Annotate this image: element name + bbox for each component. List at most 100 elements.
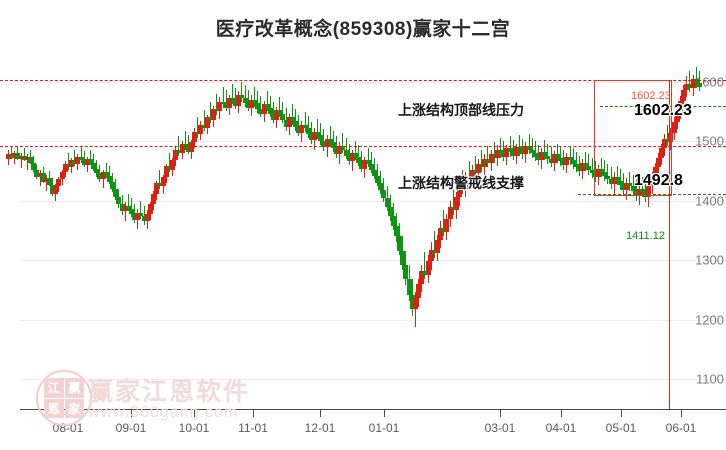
candle-body xyxy=(220,101,226,105)
candle-body xyxy=(381,190,387,199)
candle-body xyxy=(368,163,374,170)
candle-body xyxy=(491,154,497,158)
candle-body xyxy=(485,159,491,163)
candle-wick xyxy=(105,162,107,179)
candle-wick xyxy=(143,205,145,225)
resistance-value-small: 1602.23 xyxy=(631,90,671,102)
candle-wick xyxy=(522,138,524,160)
candle-wick xyxy=(547,143,549,164)
candle-body xyxy=(523,146,529,155)
candle-body xyxy=(274,110,280,120)
candle-wick xyxy=(140,200,142,219)
candle-wick xyxy=(380,171,382,194)
candle-body xyxy=(343,149,349,156)
candle-body xyxy=(450,206,456,211)
candle-body xyxy=(135,212,141,220)
candle-wick xyxy=(563,149,565,170)
candle-body xyxy=(658,148,664,158)
candle-body xyxy=(125,205,131,210)
candle-body xyxy=(469,169,475,181)
candle-body xyxy=(62,163,68,173)
candle-body xyxy=(617,180,623,186)
candle-body xyxy=(53,186,59,194)
warning-line xyxy=(0,145,726,147)
candle-body xyxy=(151,193,157,205)
candle-body xyxy=(302,124,308,129)
plot-area[interactable]: 1600 1500 1400 1300 1200 1100 上涨结构顶部线压力 上涨结构警戒线… xyxy=(0,52,726,409)
candle-body xyxy=(529,149,535,154)
candle-wick xyxy=(370,151,372,174)
current-close-line xyxy=(600,105,726,107)
x-axis-label: 04-01 xyxy=(545,421,577,435)
gridline xyxy=(20,260,726,262)
candle-wick xyxy=(414,292,416,327)
candle-body xyxy=(293,121,299,127)
candle-wick xyxy=(269,96,271,118)
candle-body xyxy=(409,294,415,310)
candle-body xyxy=(422,270,428,275)
candle-wick xyxy=(572,148,574,169)
candle-body xyxy=(207,117,213,120)
candle-body xyxy=(611,176,617,185)
candle-body xyxy=(18,155,24,160)
candle-body xyxy=(412,298,418,310)
candle-wick xyxy=(433,230,435,258)
candle-wick xyxy=(635,179,637,201)
candle-body xyxy=(157,182,163,187)
candle-body xyxy=(479,163,485,168)
y-axis-label: 1300 xyxy=(695,252,724,268)
candle-body xyxy=(245,103,251,108)
candle-body xyxy=(630,186,636,192)
candle-wick xyxy=(531,137,533,158)
candle-body xyxy=(340,146,346,150)
candle-body xyxy=(270,113,276,120)
candle-body xyxy=(6,153,11,160)
x-axis-tick xyxy=(621,410,622,417)
candle-wick xyxy=(80,146,82,163)
gridline xyxy=(20,379,726,381)
candle-body xyxy=(526,146,532,150)
candle-wick xyxy=(254,86,256,107)
candle-body xyxy=(576,167,582,171)
candle-wick xyxy=(225,90,227,112)
candle-wick xyxy=(39,169,41,187)
candle-body xyxy=(185,147,191,152)
candle-body xyxy=(570,160,576,164)
candle-wick xyxy=(336,136,338,158)
candle-wick xyxy=(257,91,259,113)
candle-body xyxy=(640,188,646,193)
candle-body xyxy=(636,188,642,196)
candle-body xyxy=(24,156,30,161)
candle-body xyxy=(283,119,289,127)
candle-wick xyxy=(585,151,587,171)
candle-wick xyxy=(90,149,92,166)
x-axis-tick xyxy=(194,410,195,417)
candle-body xyxy=(110,181,116,189)
candle-body xyxy=(589,169,595,174)
candle-wick xyxy=(285,107,287,131)
candle-body xyxy=(646,186,652,198)
candle-wick xyxy=(342,132,344,154)
candle-wick xyxy=(604,160,606,181)
candle-body xyxy=(324,138,330,148)
candle-wick xyxy=(487,146,489,168)
candle-body xyxy=(554,154,560,158)
candle-wick xyxy=(272,101,274,124)
candle-body xyxy=(195,131,201,135)
candle-body xyxy=(21,155,27,161)
candle-body xyxy=(564,156,570,166)
candle-body xyxy=(371,169,377,176)
candle-body xyxy=(12,153,18,158)
candle-wick xyxy=(203,110,205,131)
candle-body xyxy=(204,117,210,129)
candle-body xyxy=(558,157,564,162)
resistance-value: 1602.23 xyxy=(634,102,692,119)
x-axis-label: 03-01 xyxy=(484,421,516,435)
candle-body xyxy=(460,185,466,189)
candle-body xyxy=(31,162,37,170)
candle-body xyxy=(173,149,179,161)
candle-wick xyxy=(443,210,445,237)
candle-body xyxy=(595,168,601,177)
candle-body xyxy=(428,249,434,262)
x-axis-tick xyxy=(68,410,69,417)
